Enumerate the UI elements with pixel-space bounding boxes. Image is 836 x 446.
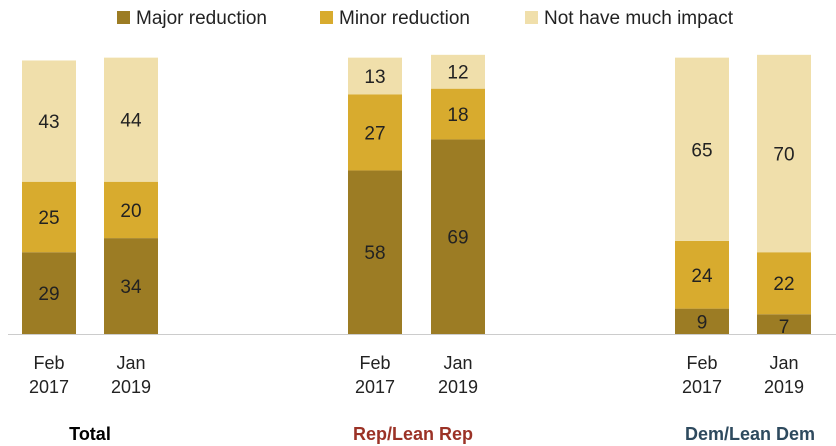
bar-segment-major bbox=[348, 170, 402, 334]
bar-segment-notmuch bbox=[431, 54, 485, 89]
bar-segment-notmuch bbox=[104, 57, 158, 182]
data-label-minor: 25 bbox=[38, 208, 59, 229]
x-tick-label: 2017 bbox=[682, 377, 722, 397]
bar-segment-minor bbox=[757, 252, 811, 315]
data-label-notmuch: 44 bbox=[120, 111, 142, 132]
data-label-major: 69 bbox=[447, 228, 468, 249]
legend-swatch-minor bbox=[320, 11, 333, 24]
bar-segment-notmuch bbox=[348, 57, 402, 95]
x-tick-label: 2019 bbox=[438, 377, 478, 397]
legend-swatch-notmuch bbox=[525, 11, 538, 24]
bar-segment-major bbox=[675, 308, 729, 334]
bar-segment-notmuch bbox=[675, 57, 729, 241]
bar-segment-minor bbox=[431, 88, 485, 140]
group-label: Dem/Lean Dem bbox=[685, 424, 815, 444]
data-label-minor: 24 bbox=[691, 266, 713, 287]
data-label-major: 9 bbox=[697, 312, 708, 333]
legend-label-minor: Minor reduction bbox=[339, 8, 470, 29]
data-label-notmuch: 65 bbox=[691, 140, 712, 161]
x-tick-label: Feb bbox=[359, 353, 390, 373]
bar-segment-notmuch bbox=[22, 60, 76, 182]
legend-label-notmuch: Not have much impact bbox=[544, 8, 734, 29]
bar-segment-notmuch bbox=[757, 54, 811, 253]
data-label-notmuch: 43 bbox=[38, 112, 59, 133]
data-label-major: 58 bbox=[364, 243, 385, 264]
bar-segment-minor bbox=[22, 181, 76, 253]
bar-segment-major bbox=[757, 314, 811, 334]
data-label-notmuch: 13 bbox=[364, 67, 385, 88]
x-tick-label: Jan bbox=[769, 353, 798, 373]
x-axis-labels: Feb 2017 Jan 2019 Feb 2017 Jan 2019 Feb 2017 Jan 20… bbox=[29, 353, 804, 397]
x-tick-label: Jan bbox=[116, 353, 145, 373]
bar-segment-minor bbox=[675, 240, 729, 309]
x-tick-label: 2017 bbox=[29, 377, 69, 397]
x-tick-label: Feb bbox=[686, 353, 717, 373]
data-label-major: 34 bbox=[120, 277, 142, 298]
legend-label-major: Major reduction bbox=[136, 8, 267, 29]
data-label-minor: 18 bbox=[447, 105, 468, 126]
plot-area: 29 25 43 34 20 44 58 27 13 69 18 12 9 24 65 7 22 70 bbox=[22, 54, 811, 338]
data-label-major: 29 bbox=[38, 284, 59, 305]
bar-segment-major bbox=[431, 139, 485, 334]
bar-segment-minor bbox=[104, 181, 158, 239]
group-label: Total bbox=[69, 424, 111, 444]
data-label-minor: 27 bbox=[364, 123, 385, 144]
group-label: Rep/Lean Rep bbox=[353, 424, 473, 444]
legend: Major reduction Minor reduction Not have m… bbox=[117, 8, 734, 29]
data-label-major: 7 bbox=[779, 317, 790, 338]
x-tick-label: 2019 bbox=[764, 377, 804, 397]
bar-segment-major bbox=[22, 252, 76, 334]
data-label-minor: 20 bbox=[120, 201, 141, 222]
x-tick-label: Feb bbox=[33, 353, 64, 373]
x-tick-label: 2019 bbox=[111, 377, 151, 397]
data-label-notmuch: 12 bbox=[447, 63, 468, 84]
data-label-minor: 22 bbox=[773, 274, 794, 295]
bar-segment-minor bbox=[348, 94, 402, 171]
data-label-notmuch: 70 bbox=[773, 145, 794, 166]
bar-segment-major bbox=[104, 238, 158, 334]
legend-swatch-major bbox=[117, 11, 130, 24]
x-tick-label: 2017 bbox=[355, 377, 395, 397]
x-tick-label: Jan bbox=[443, 353, 472, 373]
group-labels: Total Rep/Lean Rep Dem/Lean Dem bbox=[69, 424, 815, 444]
